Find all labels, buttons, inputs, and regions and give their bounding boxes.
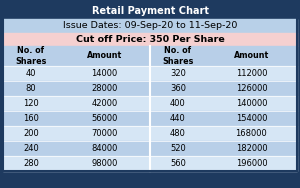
- Text: 196000: 196000: [236, 159, 267, 168]
- Text: Cut off Price: 350 Per Share: Cut off Price: 350 Per Share: [76, 35, 224, 44]
- Bar: [3, 141, 297, 156]
- Text: 28000: 28000: [91, 84, 118, 93]
- Text: 98000: 98000: [91, 159, 118, 168]
- Text: 182000: 182000: [236, 144, 267, 153]
- Text: 480: 480: [170, 129, 186, 138]
- Text: 400: 400: [170, 99, 186, 108]
- Text: Issue Dates: 09-Sep-20 to 11-Sep-20: Issue Dates: 09-Sep-20 to 11-Sep-20: [63, 21, 237, 30]
- Text: 56000: 56000: [91, 114, 118, 123]
- Text: 112000: 112000: [236, 69, 267, 78]
- Text: 360: 360: [170, 84, 186, 93]
- Text: 240: 240: [23, 144, 39, 153]
- Bar: [3, 96, 297, 111]
- Text: Retail Payment Chart: Retail Payment Chart: [92, 6, 208, 16]
- Text: 440: 440: [170, 114, 186, 123]
- Text: 168000: 168000: [236, 129, 267, 138]
- Text: 84000: 84000: [91, 144, 118, 153]
- Text: 126000: 126000: [236, 84, 267, 93]
- Text: 520: 520: [170, 144, 186, 153]
- Text: 40: 40: [26, 69, 36, 78]
- Bar: [3, 3, 297, 171]
- Bar: [3, 66, 297, 81]
- Bar: [3, 111, 297, 126]
- Text: 140000: 140000: [236, 99, 267, 108]
- Text: 70000: 70000: [91, 129, 118, 138]
- Bar: [3, 156, 297, 171]
- Bar: [3, 3, 297, 19]
- Text: 200: 200: [23, 129, 39, 138]
- Text: 120: 120: [23, 99, 39, 108]
- Text: Amount: Amount: [234, 52, 269, 61]
- Text: Amount: Amount: [87, 52, 122, 61]
- Text: 160: 160: [23, 114, 39, 123]
- Text: 280: 280: [23, 159, 39, 168]
- Text: 14000: 14000: [91, 69, 118, 78]
- Bar: [3, 81, 297, 96]
- Text: 560: 560: [170, 159, 186, 168]
- Text: 320: 320: [170, 69, 186, 78]
- Bar: [3, 46, 297, 66]
- Text: 42000: 42000: [91, 99, 118, 108]
- Bar: [3, 33, 297, 46]
- Text: No. of
Shares: No. of Shares: [15, 46, 46, 66]
- Bar: [3, 126, 297, 141]
- Text: No. of
Shares: No. of Shares: [162, 46, 194, 66]
- Bar: [3, 19, 297, 33]
- Text: 154000: 154000: [236, 114, 267, 123]
- Text: 80: 80: [26, 84, 36, 93]
